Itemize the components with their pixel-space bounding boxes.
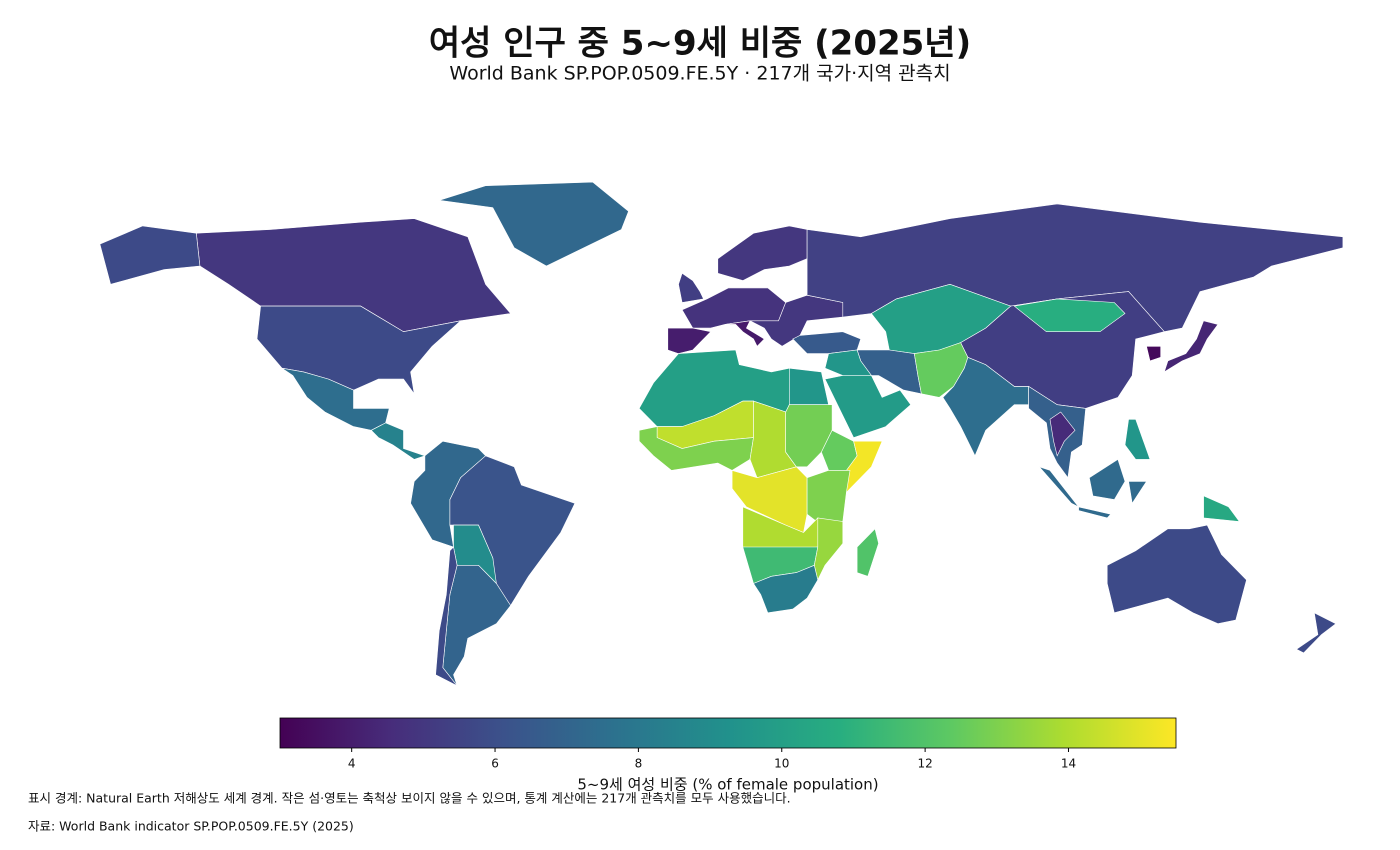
colorbar-tick-label: 14 (1061, 757, 1076, 771)
region (792, 331, 862, 354)
colorbar-tick-label: 6 (491, 757, 499, 771)
region (667, 327, 712, 354)
region (731, 466, 808, 533)
region (717, 225, 808, 281)
colorbar-tick-label: 12 (917, 757, 932, 771)
colorbar (279, 717, 1177, 749)
region (753, 564, 819, 614)
region (806, 470, 851, 526)
region (1203, 495, 1240, 522)
region (1038, 458, 1148, 519)
map (99, 181, 1344, 687)
region (678, 272, 704, 303)
region (1013, 298, 1126, 332)
region (1295, 612, 1337, 654)
region (435, 546, 458, 687)
region (1146, 346, 1161, 362)
region (281, 367, 390, 431)
region (1049, 411, 1076, 457)
region (439, 181, 629, 267)
region (813, 517, 844, 581)
colorbar-tick-label: 4 (348, 757, 356, 771)
colorbar-tick-label: 10 (774, 757, 789, 771)
footnote: 표시 경계: Natural Earth 저해상도 세계 경계. 작은 섬·영토… (28, 791, 791, 806)
source-note: 자료: World Bank indicator SP.POP.0509.FE.… (28, 819, 354, 834)
chart-subtitle: World Bank SP.POP.0509.FE.5Y · 217개 국가·지… (449, 63, 950, 85)
region (99, 225, 201, 285)
region (749, 294, 844, 347)
region (1106, 524, 1247, 625)
colorbar-tick-label: 8 (635, 757, 643, 771)
region (824, 375, 912, 438)
colorbar-label: 5~9세 여성 비중 (% of female population) (577, 776, 878, 794)
region (370, 422, 426, 460)
region (1124, 419, 1151, 460)
region (789, 367, 829, 405)
region (856, 528, 879, 577)
region (1163, 320, 1219, 373)
chart-title: 여성 인구 중 5~9세 비중 (2025년) (429, 24, 971, 64)
region (724, 320, 765, 347)
